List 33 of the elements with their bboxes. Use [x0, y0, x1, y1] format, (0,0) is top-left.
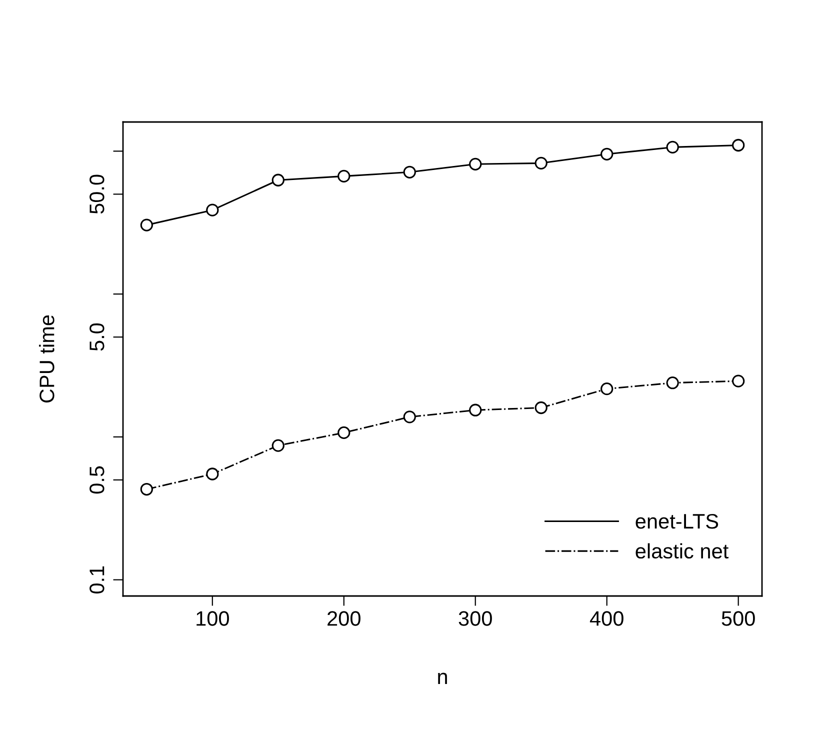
- point: [469, 158, 482, 170]
- point: [403, 410, 416, 424]
- point: [600, 148, 614, 160]
- legend-label: enet-LTS: [636, 514, 718, 529]
- y-tick-label: 50.0: [90, 174, 104, 214]
- point: [206, 468, 219, 480]
- y-axis-title: CPU time: [39, 315, 54, 403]
- point: [600, 382, 614, 396]
- point: [140, 482, 153, 496]
- point: [534, 401, 548, 414]
- x-tick-label: 400: [590, 611, 624, 626]
- x-tick-label: 300: [458, 611, 492, 626]
- legend-label: elastic net: [636, 543, 729, 559]
- point: [272, 439, 284, 452]
- point: [272, 174, 284, 186]
- point: [338, 426, 350, 440]
- point: [732, 138, 745, 152]
- x-tick-label: 100: [196, 611, 229, 626]
- x-tick-label: 200: [328, 611, 360, 626]
- y-tick-label: 0.1: [90, 566, 104, 594]
- y-tick-label: 0.5: [90, 466, 104, 494]
- point: [403, 166, 416, 178]
- point: [732, 374, 745, 388]
- point: [666, 140, 679, 154]
- point: [338, 170, 350, 183]
- x-tick-label: 500: [722, 611, 755, 626]
- point: [469, 404, 482, 416]
- point: [140, 218, 153, 232]
- point: [534, 156, 548, 170]
- point: [666, 376, 679, 390]
- point: [206, 204, 219, 216]
- x-axis-title: n: [438, 672, 447, 684]
- y-tick-label: 5.0: [90, 323, 104, 351]
